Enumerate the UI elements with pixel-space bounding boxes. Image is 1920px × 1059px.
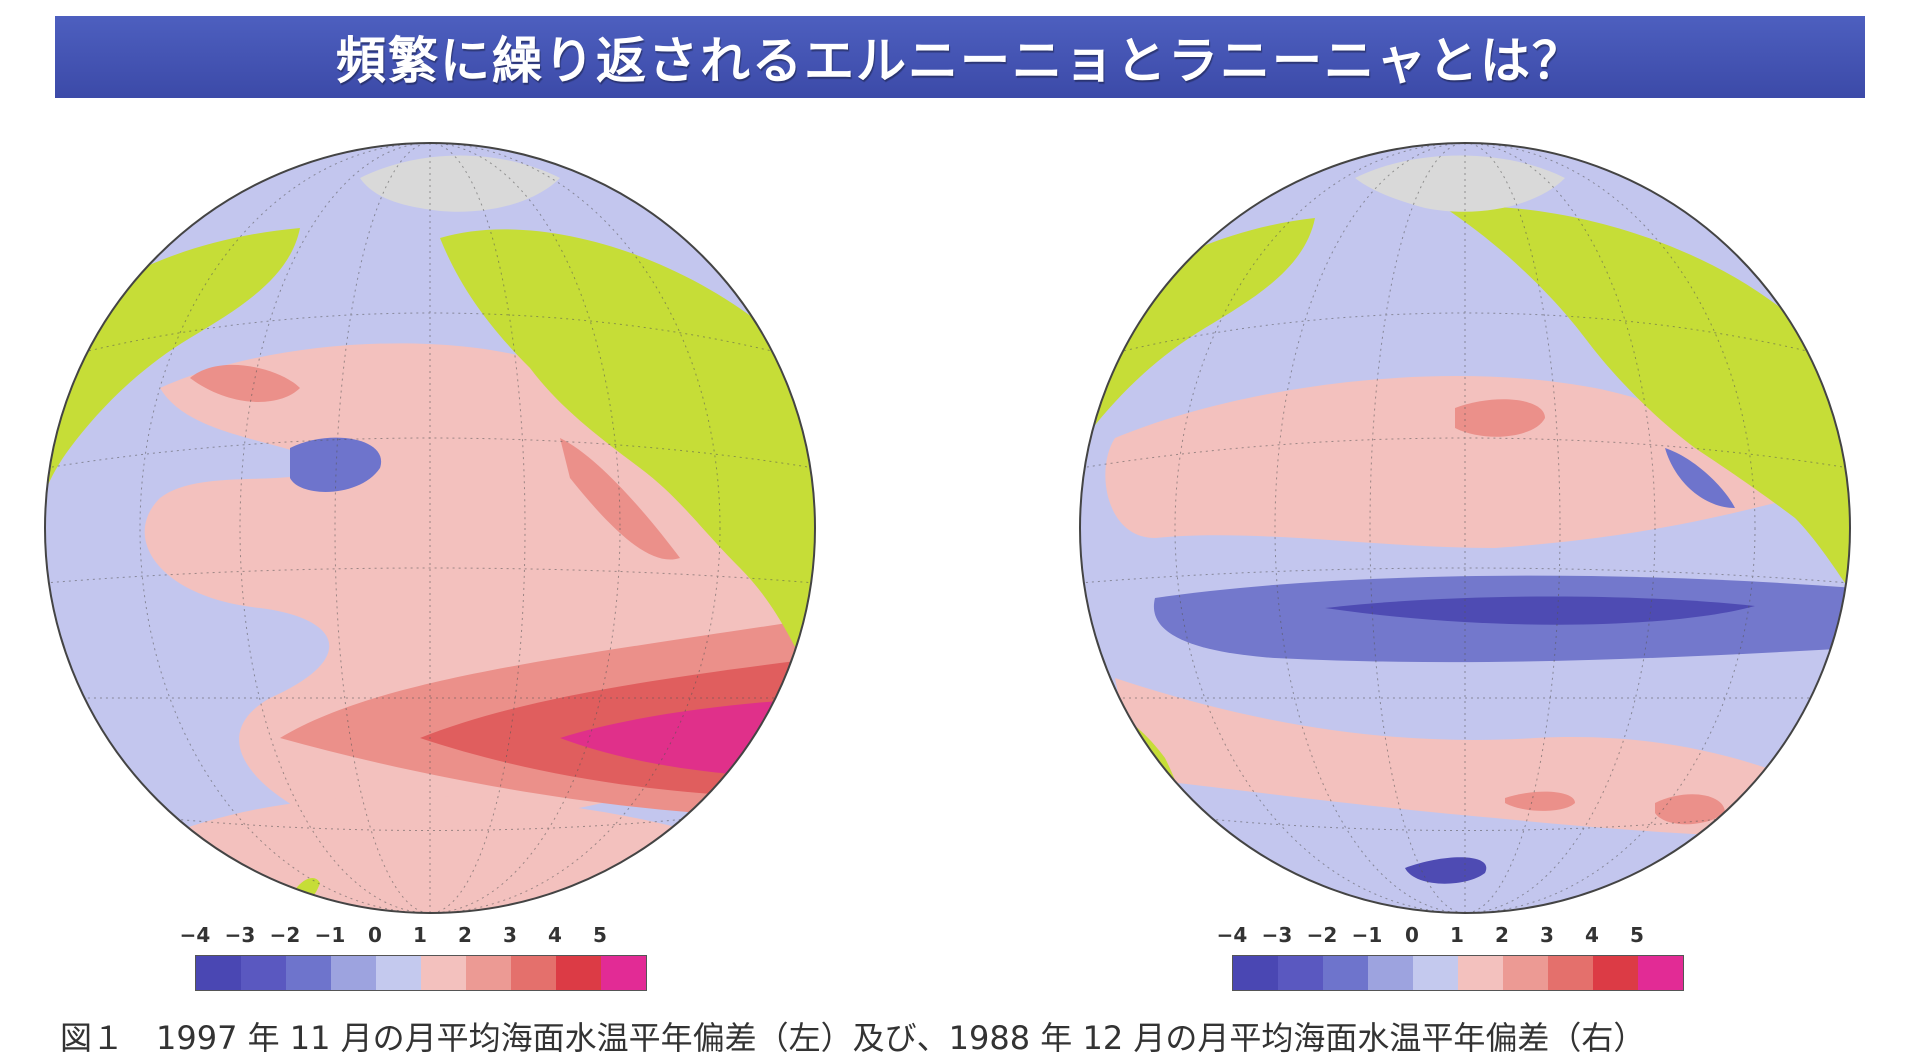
scale-tick-label: −1 [1351,923,1383,947]
figure-caption: 図１ 1997 年 11 月の月平均海面水温平年偏差（左）及び、1988 年 1… [60,1019,1646,1057]
warm-patch-south-east [1655,794,1725,825]
scale-tick-label: −2 [269,923,301,947]
scale-swatch [601,956,646,990]
scale-tick-label: 5 [1630,923,1644,947]
scale-swatch [421,956,466,990]
scale-tick-label: 4 [548,923,562,947]
scale-swatch [1503,956,1548,990]
scale-tick-label: −1 [314,923,346,947]
land-north-america [440,229,815,698]
scale-tick-label: 4 [1585,923,1599,947]
scale-tick-label: −4 [1216,923,1248,947]
scale-swatch [1278,956,1323,990]
scale-tick-label: 2 [458,923,472,947]
scale-swatch [1368,956,1413,990]
scale-swatch [1233,956,1278,990]
land-asia [1080,218,1315,458]
title-text: 頻繁に繰り返されるエルニーニョとラニーニャとは？ [336,32,1584,90]
scale-bar [195,955,647,991]
scale-tick-label: 3 [1540,923,1554,947]
scale-swatch [286,956,331,990]
scale-tick-label: −4 [179,923,211,947]
warm-band-south [1115,678,1835,838]
scale-swatch [241,956,286,990]
scale-swatch [1323,956,1368,990]
scale-swatch [1593,956,1638,990]
land-north-america [1445,206,1850,598]
scale-tick-label: −3 [1261,923,1293,947]
scale-swatch [511,956,556,990]
warm-patch-south [1505,791,1575,811]
scale-swatch [466,956,511,990]
scale-swatch [1413,956,1458,990]
scale-swatch [1458,956,1503,990]
warm-band-north [1105,376,1795,548]
scale-tick-label: 0 [368,923,382,947]
scale-tick-label: 2 [1495,923,1509,947]
graticule [1080,143,1850,913]
scale-swatch [376,956,421,990]
scale-tick-label: −2 [1306,923,1338,947]
scale-swatch [1548,956,1593,990]
warm-patch [1455,399,1545,437]
ice-arctic [1355,155,1565,212]
scale-tick-label: 3 [503,923,517,947]
land-new-zealand [1205,881,1245,909]
scale-tick-label: 1 [413,923,427,947]
warm-coast-ne [560,438,680,560]
globe-la-nina [1079,142,1851,914]
scale-tick-label: 0 [1405,923,1419,947]
scale-tick-label: 1 [1450,923,1464,947]
scale-tick-label: 5 [593,923,607,947]
scale-tick-label: −3 [224,923,256,947]
scale-bar [1232,955,1684,991]
cool-core [1325,596,1755,625]
ice-arctic [360,155,560,212]
scale-swatch [196,956,241,990]
cool-patch-nw [290,437,382,492]
warm-coast-nw [190,364,300,402]
scale-swatch [331,956,376,990]
globe-el-nino [44,142,816,914]
cool-patch-ne [1665,448,1735,508]
scale-swatch [1638,956,1683,990]
title-banner: 頻繁に繰り返されるエルニーニョとラニーニャとは？ [55,16,1865,98]
scale-swatch [556,956,601,990]
